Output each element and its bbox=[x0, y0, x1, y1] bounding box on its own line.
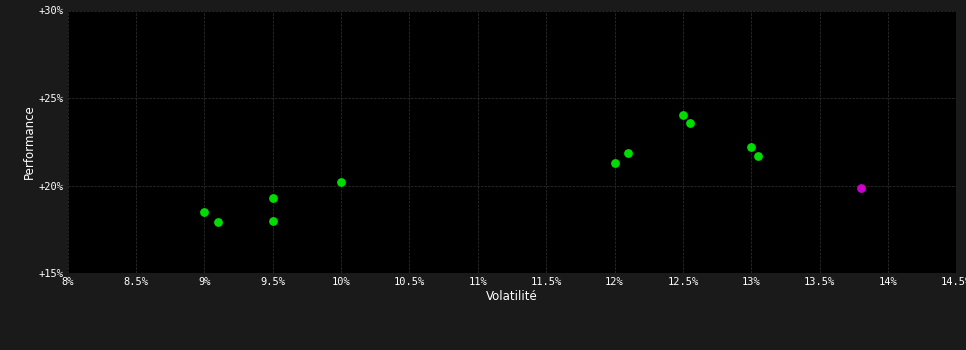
Point bbox=[853, 186, 868, 191]
Y-axis label: Performance: Performance bbox=[22, 104, 36, 179]
X-axis label: Volatilité: Volatilité bbox=[486, 290, 538, 303]
Point bbox=[607, 160, 622, 166]
Point bbox=[682, 120, 697, 126]
Point bbox=[620, 150, 636, 156]
Point bbox=[197, 209, 213, 215]
Point bbox=[675, 112, 691, 118]
Point bbox=[333, 179, 349, 185]
Point bbox=[265, 218, 280, 224]
Point bbox=[744, 144, 759, 150]
Point bbox=[211, 219, 226, 225]
Point bbox=[265, 195, 280, 201]
Point bbox=[751, 153, 766, 159]
